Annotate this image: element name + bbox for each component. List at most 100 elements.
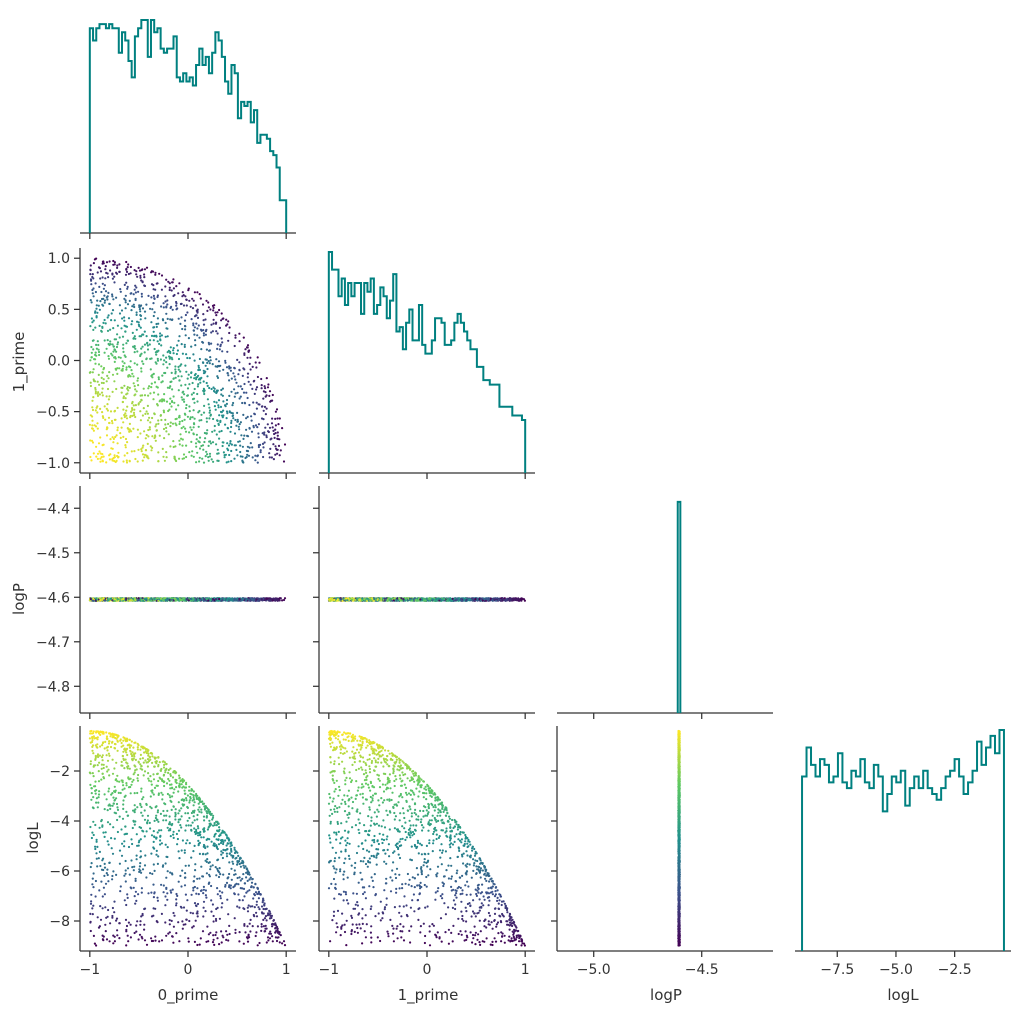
sc30-point [120, 828, 123, 831]
sc10-point [170, 405, 173, 408]
sc10-point [91, 273, 94, 276]
sc21-point [336, 598, 339, 601]
sc20-point [218, 597, 221, 601]
sc21-point [364, 598, 367, 601]
sc21-point [396, 597, 399, 600]
sc10-point [154, 439, 157, 442]
sc10-point [163, 459, 166, 462]
sc21-point [522, 598, 526, 601]
sc10-point [175, 424, 178, 427]
sc10-point [212, 309, 215, 312]
sc10-point [168, 288, 171, 292]
sc10-point [204, 364, 207, 367]
sc10-point [242, 437, 245, 440]
sc10-point [212, 318, 215, 321]
sc10-point [125, 393, 128, 396]
sc10-point [238, 428, 241, 431]
sc10-point [105, 407, 108, 410]
sc10-point [276, 448, 279, 451]
sc10-point [160, 334, 163, 337]
sc10-point [260, 377, 263, 381]
sc10-point [172, 294, 175, 298]
sc10-point [177, 339, 180, 342]
sc30-point [267, 939, 270, 942]
sc10-point [132, 303, 135, 306]
sc10-point [150, 374, 153, 378]
sc10-point [246, 415, 249, 418]
sc10-point [232, 372, 235, 375]
sc10-point [256, 461, 259, 464]
sc10-point [199, 328, 203, 331]
sc10-point [183, 324, 187, 328]
sc10-point [155, 429, 158, 432]
sc30-point [193, 940, 196, 944]
sc10-point [100, 381, 103, 384]
sc30-point [175, 904, 178, 907]
sc10-point [139, 318, 142, 321]
sc10-point [135, 286, 138, 289]
sc10-point [203, 404, 206, 407]
sc10-point [251, 365, 254, 368]
sc10-point [239, 395, 242, 398]
sc10-point [122, 435, 125, 438]
sc10-point [223, 454, 226, 457]
sc10-point [216, 376, 220, 379]
sc10-point [231, 404, 234, 407]
sc30-point [177, 880, 180, 883]
sc10-point [205, 432, 208, 435]
sc10-point [156, 386, 159, 389]
sc10-point [201, 303, 205, 306]
sc10-point [134, 415, 137, 419]
sc10-point [105, 461, 108, 464]
sc10-point [132, 375, 135, 378]
sc10-point [118, 304, 121, 307]
sc10-point [206, 429, 209, 432]
sc21-point [479, 599, 482, 602]
sc10-point [177, 389, 180, 392]
sc10-point [195, 461, 198, 464]
sc10-point [107, 357, 111, 360]
sc10-point [178, 282, 181, 285]
sc10-point [151, 416, 154, 420]
sc20-point [111, 599, 114, 602]
sc20-point [238, 598, 241, 601]
sc10-point [94, 386, 97, 390]
sc10-point [91, 424, 94, 427]
sc10-point [191, 416, 194, 419]
sc10-point [202, 313, 205, 316]
sc10-point [102, 455, 105, 458]
sc10-point [177, 368, 180, 371]
sc10-point [208, 455, 212, 458]
sc21-point [329, 599, 332, 602]
sc10-point [183, 400, 186, 403]
sc30-point [96, 916, 99, 919]
sc10-point [99, 300, 102, 303]
sc30-point [100, 778, 103, 781]
sc10-point [91, 292, 94, 295]
sc30-point [90, 900, 93, 903]
sc10-point [203, 392, 206, 396]
sc20-point [221, 599, 224, 602]
sc10-point [152, 398, 155, 401]
sc10-point [177, 357, 181, 361]
sc10-point [249, 356, 252, 359]
sc10-point [204, 333, 207, 336]
sc10-point [173, 401, 176, 404]
sc10-point [177, 375, 180, 378]
sc10-point [166, 335, 169, 338]
sc10-point [181, 419, 184, 423]
sc21-point [345, 597, 348, 600]
sc10-point [172, 349, 175, 352]
sc10-point [238, 340, 241, 343]
sc10-point [147, 294, 150, 297]
sc10-point [130, 323, 133, 326]
sc10-point [185, 403, 188, 407]
sc10-point [208, 362, 211, 365]
sc10-point [128, 386, 131, 389]
sc10-point [184, 334, 187, 337]
sc10-point [175, 459, 178, 463]
sc10-point [215, 330, 218, 333]
sc10-point [90, 317, 93, 320]
sc10-point [126, 386, 129, 389]
sc10-point [127, 272, 130, 276]
